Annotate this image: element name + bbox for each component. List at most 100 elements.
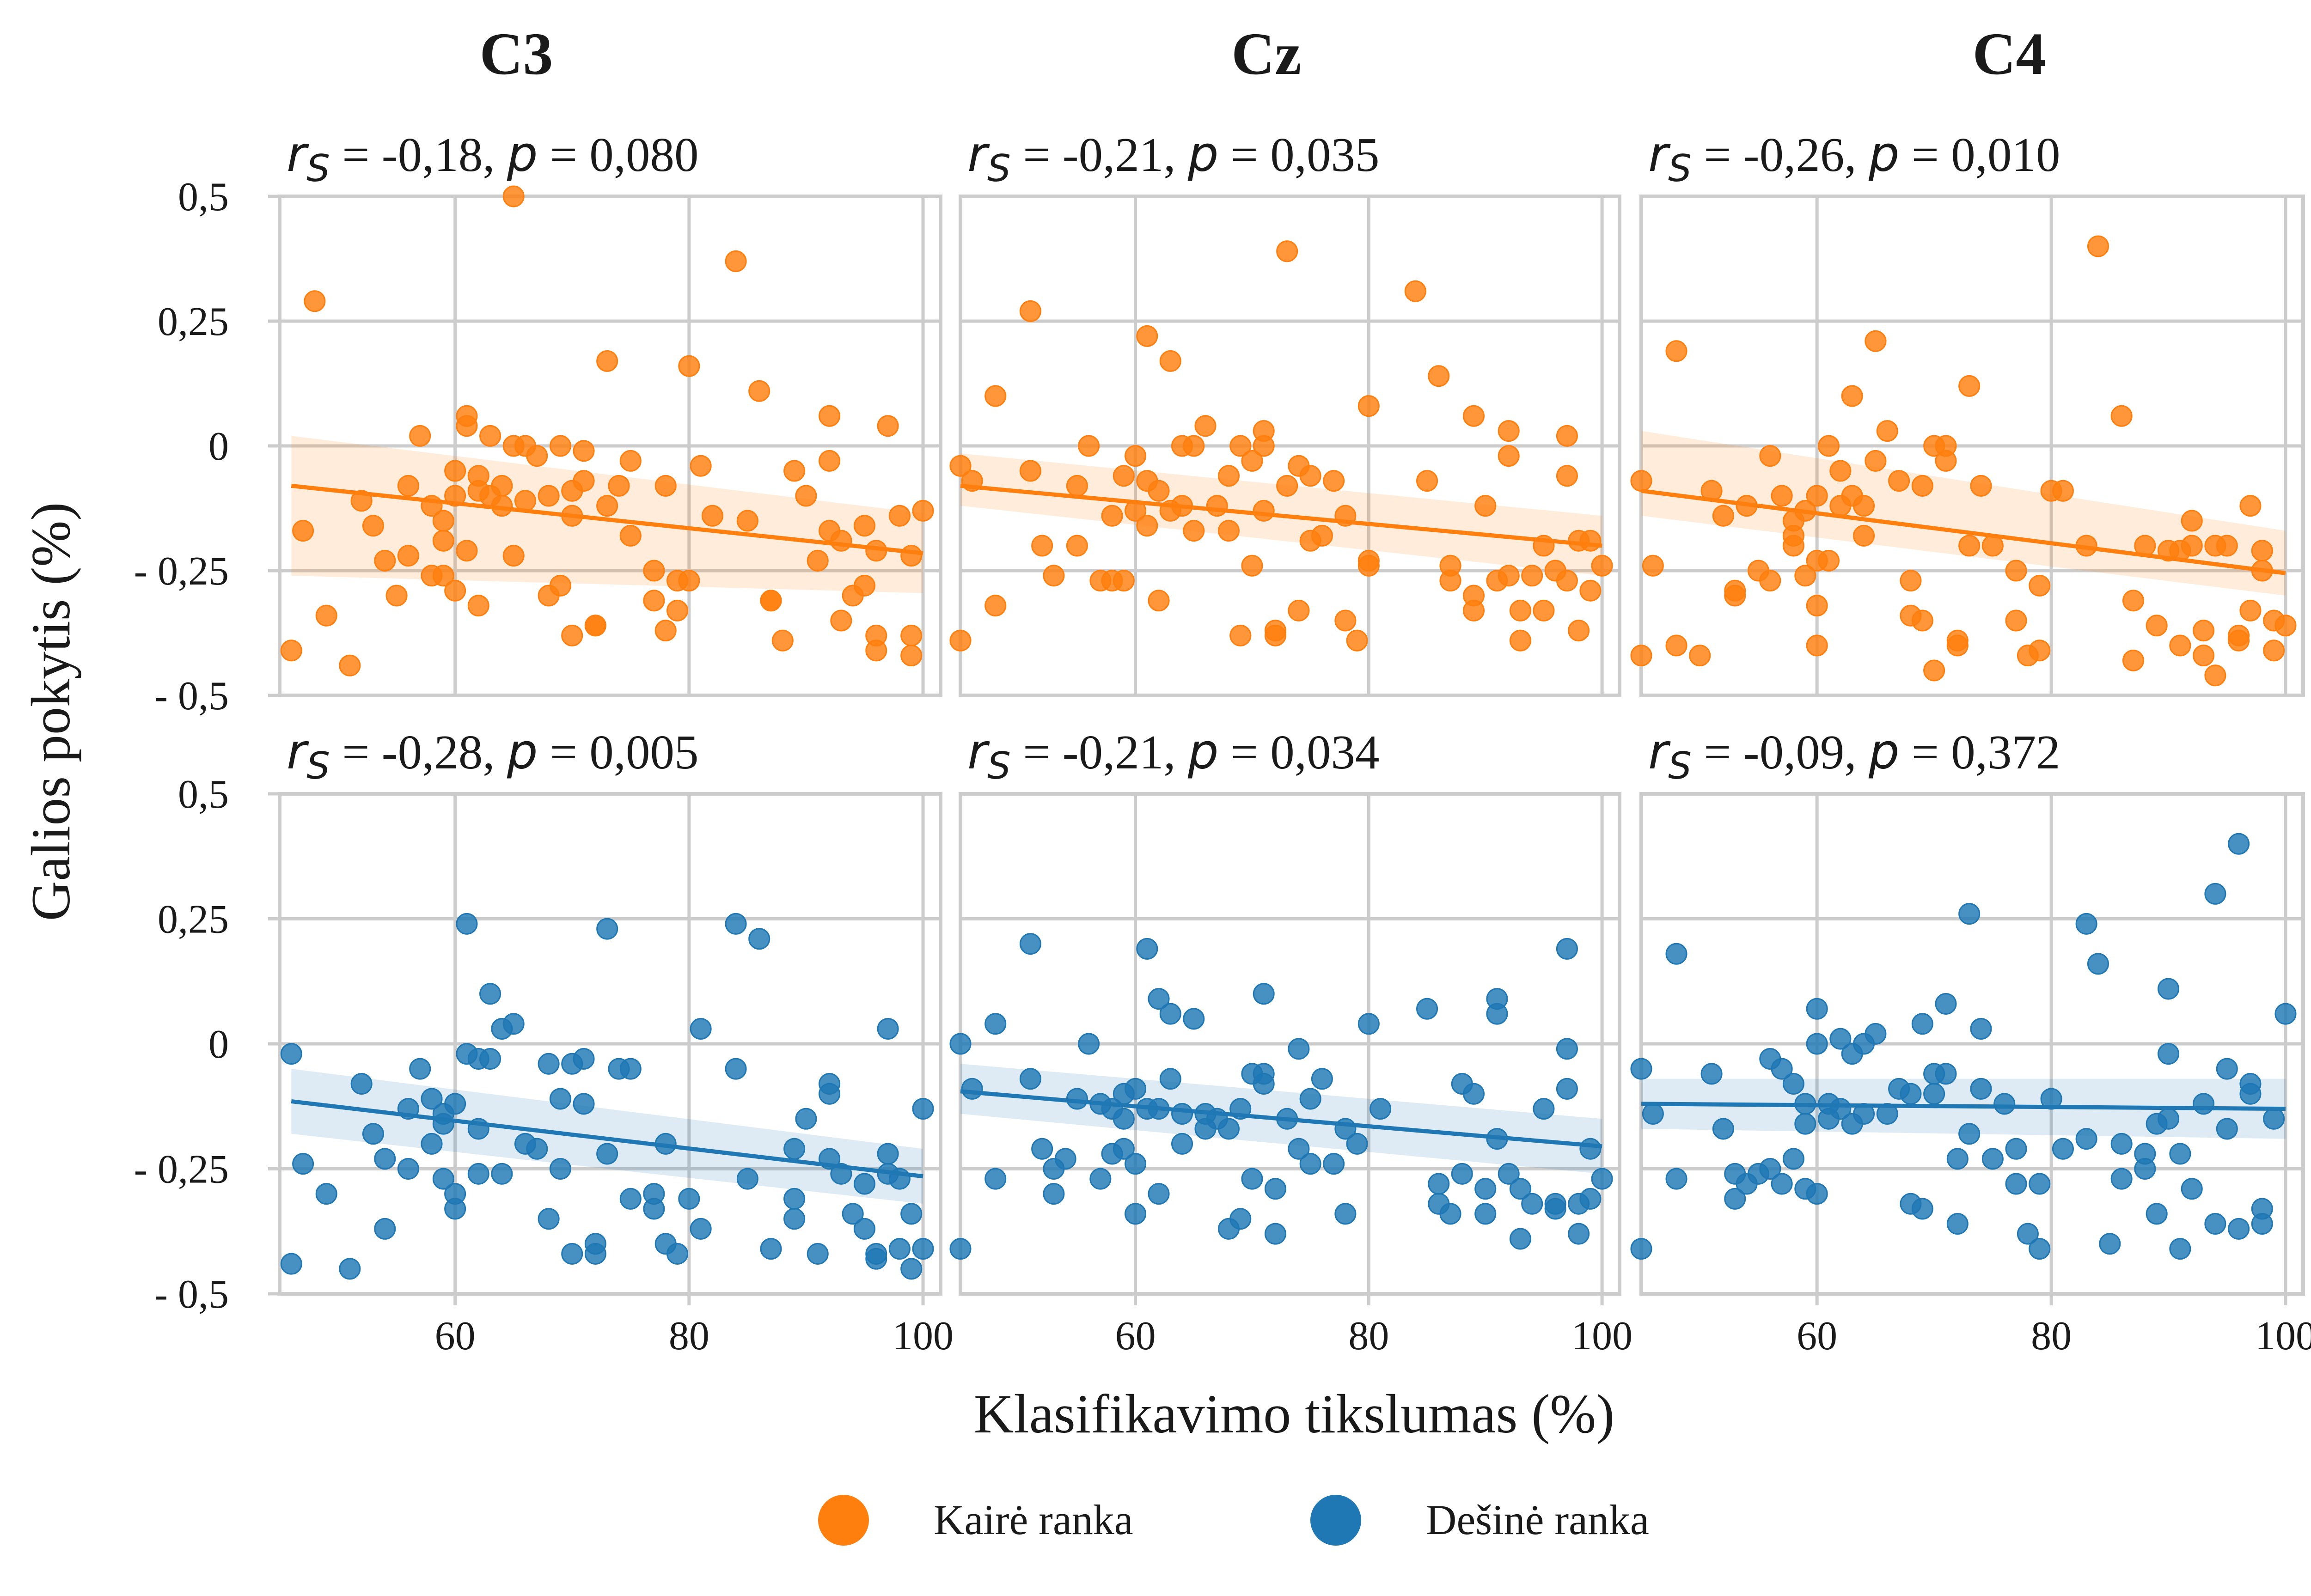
data-point (350, 1073, 373, 1095)
data-point (2005, 1173, 2027, 1195)
stat-r-subscript: S (987, 147, 1011, 190)
stat-r-symbol: r (967, 126, 990, 183)
data-point (1288, 1138, 1310, 1160)
data-point (1428, 365, 1450, 387)
data-point (1241, 1168, 1263, 1190)
data-point (2181, 535, 2203, 557)
data-point (748, 380, 770, 402)
data-point (1031, 1138, 1053, 1160)
data-point (1958, 375, 1981, 397)
data-point (339, 1258, 361, 1280)
data-point (549, 1158, 571, 1180)
data-point (444, 460, 466, 482)
data-point (1794, 565, 1816, 587)
data-point (1712, 1118, 1734, 1140)
data-point (678, 1188, 700, 1210)
panel-c3-right: 0,5 0,25 0 - 0,25 - 0,5 60 80 100 rS = -0,28, p … (134, 724, 954, 1358)
data-point (1556, 570, 1578, 592)
data-point (1865, 1023, 1887, 1045)
stat-p-value: = 0,372 (1900, 725, 2060, 779)
data-point (1818, 435, 1840, 457)
data-point (1724, 585, 1746, 607)
y-tick-label: 0 (208, 1022, 229, 1067)
data-point (760, 590, 782, 612)
data-point (666, 1243, 689, 1265)
data-point (1253, 983, 1275, 1005)
regression-line (291, 483, 923, 555)
data-point (736, 510, 758, 532)
data-point (573, 440, 595, 462)
data-point (783, 1188, 806, 1210)
y-tick-label: - 0,5 (154, 674, 229, 719)
stat-r-value: = -0,21, (1011, 128, 1188, 182)
data-point (1264, 620, 1286, 642)
data-point (2169, 634, 2191, 657)
data-point (900, 1203, 923, 1225)
data-point (1229, 435, 1252, 457)
data-point (888, 505, 911, 527)
data-point (949, 1033, 972, 1055)
data-point (549, 435, 571, 457)
x-tick-label: 60 (1115, 1314, 1156, 1358)
data-point (1148, 590, 1170, 612)
data-point (783, 1138, 806, 1160)
data-point (1829, 1028, 1852, 1050)
data-point (584, 1243, 606, 1265)
y-tick-label: 0 (208, 424, 229, 469)
data-point (491, 475, 513, 497)
data-point (1712, 505, 1734, 527)
data-point (549, 1088, 571, 1110)
data-point (573, 470, 595, 492)
data-point (1841, 385, 1863, 407)
data-point (2228, 1218, 2250, 1240)
data-point (502, 185, 525, 207)
data-point (1818, 549, 1840, 572)
data-point (2075, 913, 2097, 935)
data-point (2122, 649, 2144, 671)
data-point (1923, 1083, 1945, 1105)
data-point (280, 1043, 302, 1065)
data-point (1416, 470, 1438, 492)
x-tick-label: 80 (669, 1314, 709, 1358)
data-point (2110, 1133, 2133, 1155)
stat-annotation: rS = -0,21, p = 0,035 (967, 126, 1380, 190)
data-point (1888, 470, 1910, 492)
stat-r-symbol: r (287, 724, 309, 780)
data-point (2005, 1138, 2027, 1160)
data-point (2029, 574, 2051, 597)
data-point (1043, 565, 1065, 587)
data-point (1630, 1238, 1652, 1260)
data-point (1665, 340, 1687, 362)
data-point (1136, 515, 1158, 537)
data-point (1357, 554, 1380, 577)
data-point (1865, 450, 1887, 472)
data-point (385, 585, 408, 607)
data-point (654, 475, 677, 497)
data-point (479, 425, 501, 447)
data-point (1806, 1183, 1828, 1205)
data-point (1101, 505, 1123, 527)
data-point (1357, 1013, 1380, 1035)
data-point (1958, 1123, 1981, 1145)
data-point (374, 549, 396, 572)
y-tick-label: - 0,25 (134, 549, 229, 594)
data-point (748, 928, 770, 950)
data-point (2122, 590, 2144, 612)
data-point (491, 1163, 513, 1185)
y-tick-label: 0,5 (178, 175, 229, 219)
data-point (1794, 1113, 1816, 1135)
x-tick-label: 60 (435, 1314, 476, 1358)
data-point (1911, 475, 1933, 497)
data-point (1276, 240, 1298, 262)
data-point (984, 385, 1007, 407)
data-point (292, 1153, 314, 1175)
data-point (596, 350, 618, 372)
data-point (619, 1188, 642, 1210)
data-point (1369, 1098, 1392, 1120)
data-point (819, 405, 841, 427)
stat-p-symbol: p (507, 724, 538, 780)
data-point (1876, 420, 1898, 442)
stat-r-symbol: r (287, 126, 309, 183)
stat-p-symbol: p (1187, 126, 1219, 183)
data-point (830, 530, 852, 552)
